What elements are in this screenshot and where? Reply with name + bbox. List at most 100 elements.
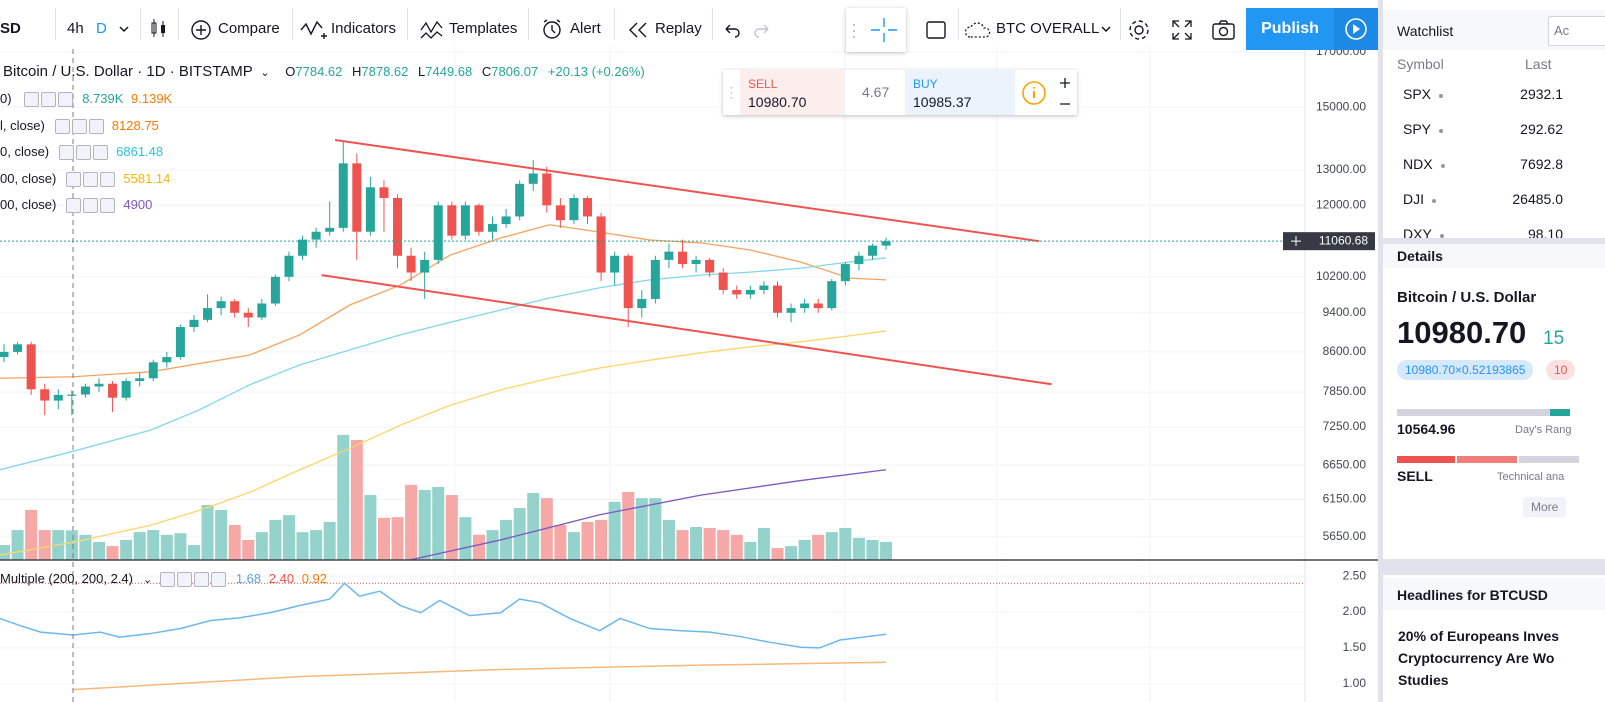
templates-icon[interactable]	[420, 18, 446, 42]
last-price-plus	[1291, 236, 1301, 247]
eye-icon[interactable]	[66, 198, 82, 214]
undo-redo[interactable]	[722, 21, 772, 39]
gear-icon[interactable]	[83, 198, 99, 214]
candle-body	[365, 187, 375, 232]
watchlist-row[interactable]: NDX 7692.8	[1383, 156, 1605, 178]
moving-averages	[0, 224, 887, 560]
drag-handle[interactable]: ⋮	[724, 84, 739, 100]
candle-body	[610, 255, 620, 273]
compare-icon[interactable]	[190, 19, 212, 41]
candle-body	[867, 245, 877, 256]
close-icon[interactable]	[88, 119, 104, 135]
ma-value: 8128.75	[111, 118, 159, 133]
chevron[interactable]: ⌄	[142, 574, 153, 586]
volume-bar	[269, 519, 282, 560]
volume-bar	[350, 439, 363, 560]
volume-bar	[0, 545, 10, 560]
headlines: Headlines for BTCUSD 20% of Europeans In…	[1383, 575, 1605, 702]
cloud-icon[interactable]	[964, 20, 994, 40]
volume-bar	[147, 530, 160, 560]
volume-bar	[567, 532, 580, 560]
status-dot	[1439, 129, 1443, 133]
last-price-label: 11060.68	[1319, 233, 1368, 247]
interval[interactable]: 4h	[67, 20, 84, 37]
search-input[interactable]: Ac	[1548, 16, 1605, 46]
study-label: 0)	[0, 91, 12, 106]
gear-icon[interactable]	[76, 145, 92, 161]
templates[interactable]: Templates	[449, 20, 518, 37]
publish-button[interactable]: Publish	[1246, 8, 1334, 50]
crosshair-tool[interactable]	[846, 8, 906, 52]
close-icon[interactable]	[57, 92, 73, 108]
alert[interactable]: Alert	[570, 20, 601, 37]
watch-last: 292.62	[1520, 121, 1563, 137]
qty-buttons[interactable]	[1055, 73, 1075, 113]
watch-last: 2932.1	[1520, 86, 1563, 102]
rect-tool[interactable]	[925, 20, 947, 40]
buy-button[interactable]: BUY 10985.37	[905, 70, 1015, 115]
snapshot-icon[interactable]	[1211, 19, 1237, 41]
close-icon[interactable]	[100, 172, 116, 188]
chevron[interactable]	[118, 24, 130, 34]
watchlist-row[interactable]: SPY 292.62	[1383, 121, 1605, 143]
fullscreen-icon[interactable]	[1171, 19, 1193, 41]
headline-line: Studies	[1398, 672, 1449, 688]
more-button[interactable]: More	[1523, 497, 1567, 517]
candle-body	[311, 231, 321, 240]
code-icon[interactable]	[194, 572, 210, 588]
candle-body	[542, 173, 552, 206]
moving-average	[0, 224, 887, 379]
eye-icon[interactable]	[54, 119, 70, 135]
eye-icon[interactable]	[66, 172, 82, 188]
compare[interactable]: Compare	[218, 20, 280, 37]
eye-icon[interactable]	[59, 145, 75, 161]
legend-main: Bitcoin / U.S. Dollar · 1D · BITSTAMP ⌄ …	[3, 63, 645, 82]
eye-icon[interactable]	[160, 572, 176, 588]
layout-name[interactable]: BTC OVERALL	[996, 20, 1100, 37]
watchlist-row[interactable]: DXY 98.10	[1383, 226, 1605, 238]
volume-bar	[513, 507, 526, 560]
rating: SELL	[1397, 468, 1433, 484]
watch-symbol: NDX	[1403, 156, 1433, 172]
details-change: 15	[1543, 328, 1565, 349]
legend-title: Bitcoin / U.S. Dollar · 1D · BITSTAMP	[3, 63, 253, 80]
close-icon[interactable]	[93, 145, 109, 161]
gear-icon[interactable]	[177, 572, 193, 588]
candle-body	[800, 303, 810, 309]
study-label: 00, close)	[0, 197, 57, 212]
close-icon[interactable]	[211, 572, 227, 588]
candle-body	[745, 289, 755, 295]
trade-widget: ⋮ SELL 10980.70 4.67 BUY 10985.37	[723, 70, 1077, 115]
watchlist-row[interactable]: DJI 26485.0	[1383, 191, 1605, 213]
alert-icon[interactable]	[541, 18, 565, 42]
gear-icon[interactable]	[40, 92, 56, 108]
sell-label: SELL	[748, 77, 778, 91]
crosshair-icon	[853, 18, 897, 42]
watchlist-row[interactable]: SPX 2932.1	[1383, 86, 1605, 108]
gear-icon[interactable]	[71, 119, 87, 135]
volume-bar	[812, 534, 825, 560]
eye-icon[interactable]	[23, 92, 39, 108]
candle-body	[650, 259, 660, 299]
range[interactable]: D	[96, 20, 107, 37]
indicators-icon[interactable]	[300, 18, 328, 42]
headline[interactable]: 20% of Europeans Inves Cryptocurrency Ar…	[1398, 625, 1559, 691]
sell-button[interactable]: SELL 10980.70	[740, 70, 845, 115]
legend-volume: 0) 8.739K 9.139K	[0, 91, 172, 108]
volume-bar	[296, 532, 309, 560]
symbol[interactable]: SD	[0, 20, 21, 37]
chevron[interactable]	[1100, 24, 1112, 34]
info-icon[interactable]	[1021, 80, 1047, 106]
replay[interactable]: Replay	[655, 20, 702, 37]
settings-icon[interactable]	[1127, 18, 1151, 42]
oscillator	[0, 575, 1305, 691]
watch-symbol: DJI	[1403, 191, 1424, 207]
play-button[interactable]	[1334, 8, 1378, 50]
gear-icon[interactable]	[83, 172, 99, 188]
chart-style[interactable]	[150, 18, 168, 40]
indicators[interactable]: Indicators	[331, 20, 397, 37]
replay-icon[interactable]	[628, 21, 650, 39]
close-icon[interactable]	[100, 198, 116, 214]
chevron[interactable]: ⌄	[260, 67, 270, 79]
